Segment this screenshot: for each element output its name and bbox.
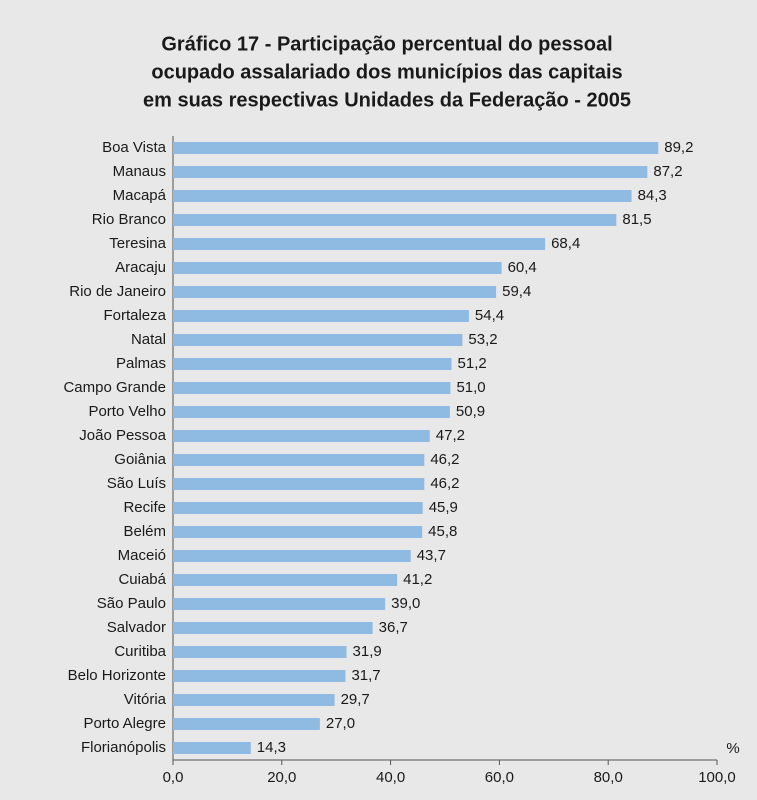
value-label: 50,9 bbox=[456, 403, 485, 420]
bar bbox=[173, 454, 425, 466]
y-tick-label: Recife bbox=[123, 499, 166, 516]
bar bbox=[173, 550, 411, 562]
bar bbox=[173, 310, 469, 322]
value-label: 45,9 bbox=[429, 499, 458, 516]
bar bbox=[173, 622, 373, 634]
bar bbox=[173, 382, 451, 394]
value-label: 51,0 bbox=[456, 379, 485, 396]
y-tick-label: Porto Alegre bbox=[83, 715, 166, 732]
y-tick-label: Aracaju bbox=[115, 259, 166, 276]
y-tick-label: Fortaleza bbox=[103, 307, 166, 324]
value-label: 31,9 bbox=[353, 643, 382, 660]
value-label: 54,4 bbox=[475, 307, 504, 324]
y-tick-label: São Luís bbox=[107, 475, 166, 492]
y-tick-label: Macapá bbox=[113, 187, 167, 204]
value-label: 53,2 bbox=[468, 331, 497, 348]
y-tick-label: Rio Branco bbox=[92, 211, 166, 228]
x-tick-label: 20,0 bbox=[267, 769, 296, 786]
value-label: 45,8 bbox=[428, 523, 457, 540]
bar bbox=[173, 670, 346, 682]
y-tick-label: Goiânia bbox=[114, 451, 166, 468]
value-label: 60,4 bbox=[508, 259, 537, 276]
bar bbox=[173, 166, 648, 178]
value-label: 27,0 bbox=[326, 715, 355, 732]
y-tick-label: Natal bbox=[131, 331, 166, 348]
y-tick-label: Vitória bbox=[124, 691, 167, 708]
x-axis-label: % bbox=[726, 740, 739, 757]
y-tick-label: São Paulo bbox=[97, 595, 166, 612]
bar bbox=[173, 526, 423, 538]
value-label: 89,2 bbox=[664, 139, 693, 156]
y-tick-label: Boa Vista bbox=[102, 139, 167, 156]
x-tick-label: 60,0 bbox=[485, 769, 514, 786]
y-tick-label: Palmas bbox=[116, 355, 166, 372]
bar bbox=[173, 502, 423, 514]
y-tick-label: Cuiabá bbox=[118, 571, 166, 588]
y-tick-label: Manaus bbox=[113, 163, 166, 180]
bar bbox=[173, 742, 251, 754]
value-label: 39,0 bbox=[391, 595, 420, 612]
value-label: 68,4 bbox=[551, 235, 580, 252]
y-tick-label: Curitiba bbox=[114, 643, 166, 660]
chart-title: ocupado assalariado dos municípios das c… bbox=[151, 61, 622, 83]
chart-title: Gráfico 17 - Participação percentual do … bbox=[161, 33, 612, 55]
bar bbox=[173, 646, 347, 658]
bar bbox=[173, 478, 425, 490]
bar bbox=[173, 142, 659, 154]
x-tick-label: 40,0 bbox=[376, 769, 405, 786]
y-tick-label: Florianópolis bbox=[81, 739, 166, 756]
chart-title: em suas respectivas Unidades da Federaçã… bbox=[143, 89, 631, 111]
bar bbox=[173, 334, 463, 346]
value-label: 29,7 bbox=[341, 691, 370, 708]
value-label: 84,3 bbox=[638, 187, 667, 204]
value-label: 46,2 bbox=[430, 475, 459, 492]
value-label: 36,7 bbox=[379, 619, 408, 636]
value-label: 31,7 bbox=[351, 667, 380, 684]
y-tick-label: Maceió bbox=[118, 547, 166, 564]
value-label: 14,3 bbox=[257, 739, 286, 756]
bar bbox=[173, 598, 386, 610]
value-label: 81,5 bbox=[622, 211, 651, 228]
bar bbox=[173, 574, 398, 586]
bar bbox=[173, 286, 497, 298]
bar bbox=[173, 238, 546, 250]
x-tick-label: 80,0 bbox=[594, 769, 623, 786]
value-label: 87,2 bbox=[653, 163, 682, 180]
y-tick-label: Belém bbox=[123, 523, 166, 540]
y-tick-label: Belo Horizonte bbox=[68, 667, 166, 684]
y-tick-label: Campo Grande bbox=[63, 379, 166, 396]
bar bbox=[173, 262, 502, 274]
bar bbox=[173, 694, 335, 706]
bar bbox=[173, 718, 320, 730]
bar bbox=[173, 214, 617, 226]
value-label: 59,4 bbox=[502, 283, 531, 300]
y-tick-label: Porto Velho bbox=[88, 403, 166, 420]
value-label: 41,2 bbox=[403, 571, 432, 588]
y-tick-label: Teresina bbox=[109, 235, 166, 252]
y-tick-label: Rio de Janeiro bbox=[69, 283, 166, 300]
value-label: 51,2 bbox=[458, 355, 487, 372]
bar bbox=[173, 190, 632, 202]
x-tick-label: 0,0 bbox=[163, 769, 184, 786]
bar bbox=[173, 406, 450, 418]
y-tick-label: João Pessoa bbox=[79, 427, 166, 444]
value-label: 43,7 bbox=[417, 547, 446, 564]
x-tick-label: 100,0 bbox=[698, 769, 736, 786]
value-label: 47,2 bbox=[436, 427, 465, 444]
bar bbox=[173, 430, 430, 442]
y-tick-label: Salvador bbox=[107, 619, 166, 636]
value-label: 46,2 bbox=[430, 451, 459, 468]
bar bbox=[173, 358, 452, 370]
